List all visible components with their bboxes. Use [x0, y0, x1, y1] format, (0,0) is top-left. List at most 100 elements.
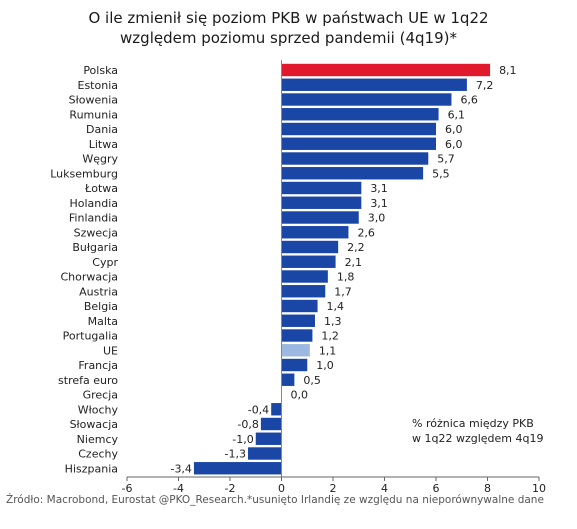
category-label-27: Hiszpania: [65, 462, 118, 475]
bar-9: [281, 196, 362, 209]
category-label-9: Holandia: [69, 197, 118, 210]
category-label-11: Szwecja: [74, 226, 118, 239]
category-label-13: Cypr: [92, 256, 118, 269]
bar-16: [281, 299, 318, 313]
category-label-6: Węgry: [82, 153, 118, 166]
value-label-9: 3,1: [370, 197, 388, 210]
bar-19: [281, 344, 310, 357]
chart-title: O ile zmienił się poziom PKB w państwach…: [0, 8, 577, 48]
bar-23: [271, 403, 282, 416]
bar-26: [248, 447, 282, 460]
category-label-5: Litwa: [89, 138, 118, 151]
x-tick-label-0: -6: [122, 482, 133, 495]
category-label-25: Niemcy: [77, 433, 119, 446]
category-label-4: Dania: [86, 123, 118, 136]
category-label-17: Malta: [88, 315, 118, 328]
category-label-22: Grecja: [83, 389, 118, 402]
category-label-12: Bułgaria: [72, 241, 118, 254]
bar-8: [281, 181, 362, 195]
chart-title-line-2: względem poziomu sprzed pandemii (4q19)*: [120, 29, 457, 47]
category-label-10: Finlandia: [69, 212, 118, 225]
value-label-6: 5,7: [437, 153, 455, 166]
x-tick-label-2: -2: [225, 482, 236, 495]
value-label-8: 3,1: [370, 182, 388, 195]
category-label-14: Chorwacja: [61, 271, 119, 284]
value-label-2: 6,6: [460, 94, 478, 107]
value-label-18: 1,2: [321, 330, 339, 343]
category-label-1: Estonia: [78, 79, 119, 92]
value-label-25: -1,0: [232, 433, 253, 446]
value-label-4: 6,0: [445, 123, 463, 136]
value-label-21: 0,5: [303, 374, 321, 387]
value-label-12: 2,2: [347, 241, 365, 254]
x-tick-label-8: 10: [532, 482, 546, 495]
chart-title-line-1: O ile zmienił się poziom PKB w państwach…: [88, 9, 489, 27]
category-label-26: Czechy: [78, 448, 118, 461]
value-label-24: -0,8: [237, 418, 258, 431]
value-label-20: 1,0: [316, 359, 334, 372]
bar-4: [281, 122, 436, 136]
value-label-17: 1,3: [324, 315, 342, 328]
bar-6: [281, 152, 429, 165]
annotation-line-1: % różnica między PKB: [412, 417, 534, 430]
category-label-19: UE: [103, 344, 118, 357]
bar-20: [281, 358, 308, 372]
category-label-0: Polska: [83, 64, 118, 77]
bar-13: [281, 255, 336, 268]
x-tick-label-3: 0: [278, 482, 285, 495]
bar-3: [281, 108, 439, 121]
category-label-24: Słowacja: [70, 418, 118, 431]
x-tick-label-6: 6: [433, 482, 440, 495]
x-tick-label-5: 4: [381, 482, 388, 495]
value-label-11: 2,6: [357, 226, 375, 239]
value-label-1: 7,2: [476, 79, 494, 92]
bar-17: [281, 314, 315, 327]
annotation-line-2: w 1q22 względem 4q19: [412, 432, 544, 445]
bar-10: [281, 211, 359, 224]
bar-7: [281, 167, 424, 180]
value-label-26: -1,3: [225, 448, 246, 461]
category-label-15: Austria: [79, 285, 118, 298]
chart-annotation: % różnica między PKB w 1q22 względem 4q1…: [412, 416, 543, 446]
bar-1: [281, 78, 467, 91]
x-tick-label-1: -4: [173, 482, 184, 495]
bar-12: [281, 240, 339, 254]
bar-0: [281, 63, 491, 77]
bar-21: [281, 373, 295, 386]
category-label-8: Łotwa: [84, 182, 118, 195]
category-label-18: Portugalia: [63, 330, 118, 343]
x-tick-label-7: 8: [484, 482, 491, 495]
category-label-21: strefa euro: [58, 374, 118, 387]
category-label-23: Włochy: [78, 403, 119, 416]
bar-2: [281, 93, 452, 106]
x-tick-label-4: 2: [330, 482, 337, 495]
source-note: Źródło: Macrobond, Eurostat @PKO_Researc…: [6, 494, 544, 506]
value-label-10: 3,0: [368, 212, 386, 225]
value-label-15: 1,7: [334, 285, 352, 298]
value-label-0: 8,1: [499, 64, 517, 77]
bar-25: [255, 432, 282, 445]
value-label-5: 6,0: [445, 138, 463, 151]
value-label-13: 2,1: [345, 256, 363, 269]
value-label-22: 0,0: [291, 389, 309, 402]
value-label-14: 1,8: [337, 271, 355, 284]
value-label-16: 1,4: [327, 300, 345, 313]
bar-24: [260, 417, 282, 431]
value-label-27: -3,4: [170, 462, 191, 475]
bar-14: [281, 270, 328, 283]
value-label-7: 5,5: [432, 167, 450, 180]
value-label-19: 1,1: [319, 344, 337, 357]
category-label-16: Belgia: [84, 300, 118, 313]
bar-5: [281, 137, 436, 150]
bar-27: [193, 462, 282, 475]
value-label-3: 6,1: [448, 108, 466, 121]
category-label-20: Francja: [78, 359, 118, 372]
bar-18: [281, 329, 313, 342]
category-label-7: Luksemburg: [50, 167, 118, 180]
category-label-2: Słowenia: [69, 94, 118, 107]
bar-11: [281, 226, 349, 239]
category-label-3: Rumunia: [69, 108, 118, 121]
bar-15: [281, 285, 326, 298]
value-label-23: -0,4: [248, 403, 269, 416]
